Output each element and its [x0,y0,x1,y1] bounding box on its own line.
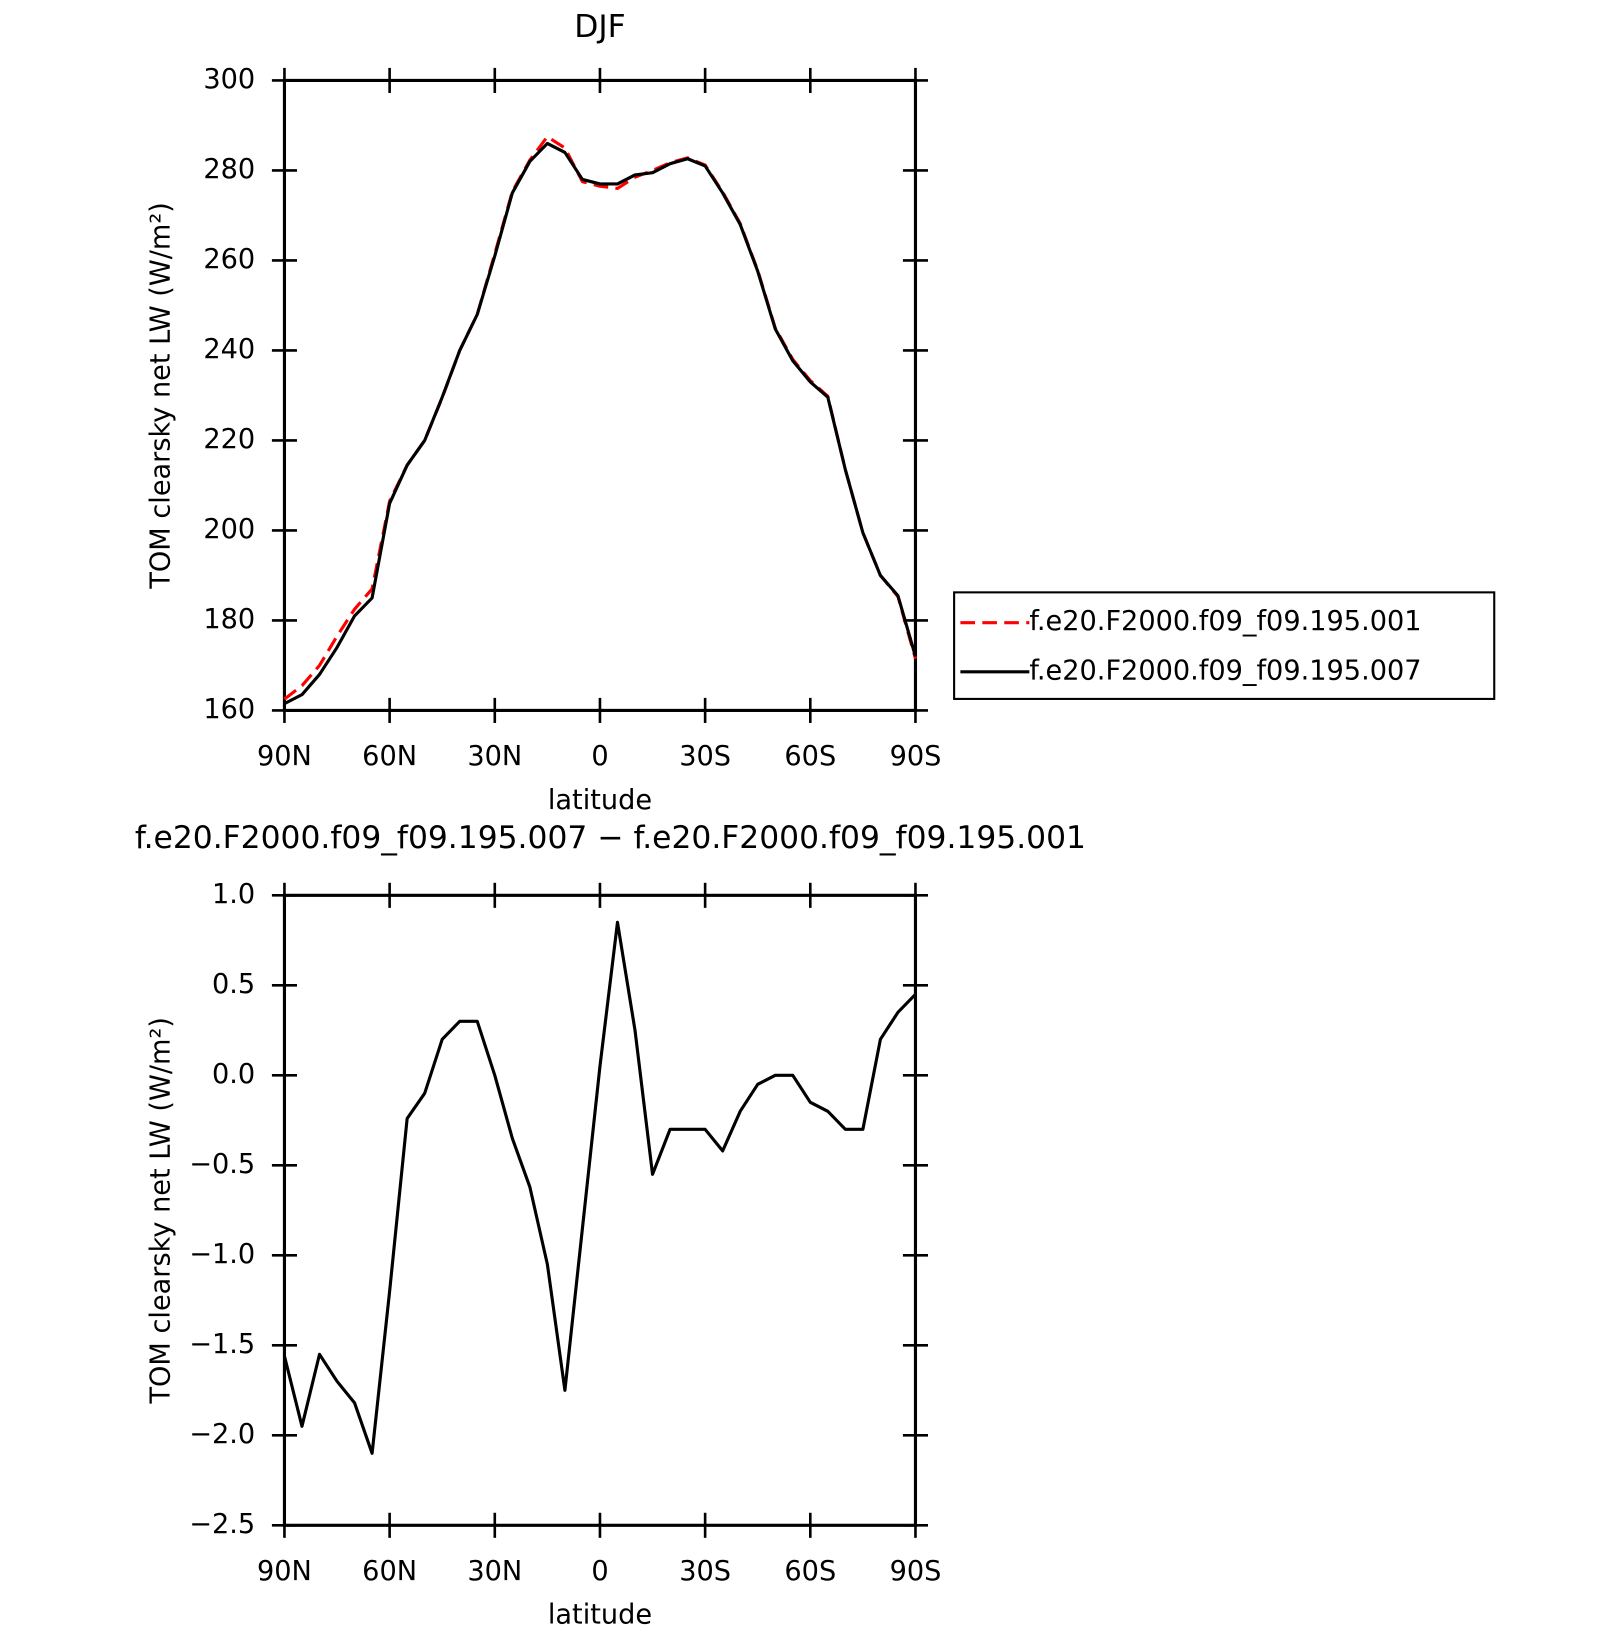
x-tick-label: 60S [784,1556,836,1587]
legend-box [953,591,1496,700]
data-line [283,135,917,701]
y-tick-label: 0.0 [212,1059,255,1090]
data-line [282,920,917,1455]
y-axis-label: TOM clearsky net LW (W/m²) [146,1017,177,1404]
y-tick-label: 160 [203,694,255,725]
x-tick-label: 30N [467,1556,522,1587]
x-tick-label: 0 [591,741,608,772]
legend-label: f.e20.F2000.f09_f09.195.001 [1029,606,1421,637]
x-axis-label: latitude [548,785,652,816]
chart-title: DJF [574,9,625,45]
x-tick-label: 90N [257,741,312,772]
x-tick-label: 90N [257,1556,312,1587]
x-tick-label: 30S [679,741,731,772]
y-tick-label: −1.0 [189,1239,255,1270]
plot-frame [282,78,918,712]
y-tick-label: −1.5 [189,1329,255,1360]
y-tick-label: −0.5 [189,1149,255,1180]
x-tick-label: 30N [467,741,522,772]
y-tick-label: 200 [203,514,255,545]
y-tick-label: 280 [203,154,255,185]
data-line [283,141,917,706]
y-tick-label: −2.5 [189,1509,255,1540]
x-tick-label: 0 [591,1556,608,1587]
y-tick-label: −2.0 [189,1419,255,1450]
x-tick-label: 60N [362,1556,417,1587]
x-tick-label: 90S [890,741,942,772]
y-tick-label: 260 [203,244,255,275]
y-tick-label: 180 [203,604,255,635]
y-tick-label: 1.0 [212,879,255,910]
y-axis-label: TOM clearsky net LW (W/m²) [146,202,177,589]
y-tick-label: 300 [203,64,255,95]
chart-title: f.e20.F2000.f09_f09.195.007 − f.e20.F200… [135,820,1086,856]
y-tick-label: 0.5 [212,969,255,1000]
x-axis-label: latitude [548,1600,652,1631]
y-tick-label: 240 [203,334,255,365]
x-tick-label: 60N [362,741,417,772]
x-tick-label: 60S [784,741,836,772]
x-tick-label: 30S [679,1556,731,1587]
y-tick-label: 220 [203,424,255,455]
plot-frame [282,893,918,1527]
legend-label: f.e20.F2000.f09_f09.195.007 [1029,655,1421,686]
x-tick-label: 90S [890,1556,942,1587]
